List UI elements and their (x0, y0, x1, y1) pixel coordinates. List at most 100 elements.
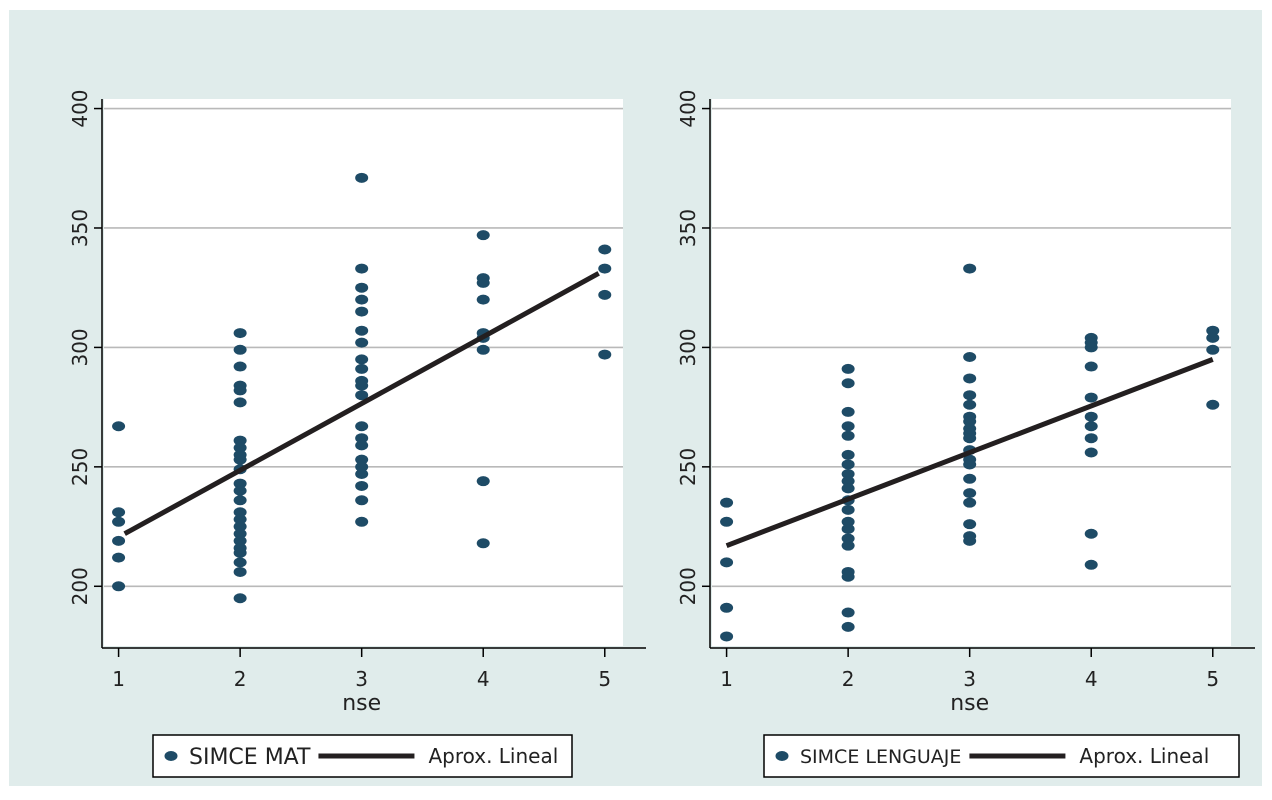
data-point (1206, 325, 1220, 336)
x-tick-label-2: 2 (842, 667, 855, 691)
data-point (841, 421, 855, 432)
data-point (476, 344, 490, 355)
data-point (841, 476, 855, 487)
data-point (233, 344, 247, 355)
data-point (112, 552, 126, 563)
data-point (355, 469, 369, 480)
data-point (355, 306, 369, 317)
fit-line (123, 271, 600, 536)
data-point (963, 488, 977, 499)
data-point (963, 497, 977, 508)
data-point (841, 621, 855, 632)
y-tick-label-400: 400 (676, 89, 700, 127)
data-point (476, 294, 490, 305)
data-point (1084, 342, 1098, 353)
y-tick-label-300: 300 (68, 328, 92, 366)
data-point (963, 416, 977, 427)
data-point (963, 473, 977, 484)
data-point (841, 363, 855, 374)
data-point (355, 337, 369, 348)
data-point (233, 442, 247, 453)
data-point (841, 504, 855, 515)
data-point (841, 607, 855, 618)
data-point (720, 557, 734, 568)
x-tick-label-3: 3 (355, 667, 368, 691)
data-point (963, 263, 977, 274)
y-tick-label-300: 300 (676, 328, 700, 366)
data-point (233, 547, 247, 558)
x-tick-label-5: 5 (1206, 667, 1219, 691)
data-point (963, 459, 977, 470)
legend-marker (775, 751, 789, 761)
data-point (1206, 399, 1220, 410)
x-tick-label-4: 4 (477, 667, 490, 691)
data-point (1084, 361, 1098, 372)
chart-panel-2: 200 250 300 350 400 1 2 3 4 5 nse SIMCE LENGUAJE Apr… (676, 89, 1255, 778)
data-point (355, 172, 369, 183)
data-point (233, 478, 247, 489)
data-point (598, 289, 612, 300)
data-point (598, 349, 612, 360)
x-axis-title: nse (342, 691, 381, 716)
data-point (233, 557, 247, 568)
data-point (112, 516, 126, 527)
data-point (355, 363, 369, 374)
data-point (355, 440, 369, 451)
legend-label-line: Aprox. Lineal (428, 744, 558, 768)
data-point (233, 521, 247, 532)
x-tick-label-4: 4 (1085, 667, 1098, 691)
data-point (1084, 528, 1098, 539)
data-point (233, 528, 247, 539)
data-point (963, 535, 977, 546)
legend-label-line: Aprox. Lineal (1079, 744, 1209, 768)
data-point (1084, 392, 1098, 403)
data-point (841, 483, 855, 494)
data-point (1084, 447, 1098, 458)
data-point (355, 354, 369, 365)
data-point (476, 277, 490, 288)
data-point (720, 497, 734, 508)
data-point (1084, 421, 1098, 432)
legend-label-scatter: SIMCE LENGUAJE (800, 746, 961, 768)
data-point (841, 540, 855, 551)
data-point (233, 514, 247, 525)
data-point (233, 485, 247, 496)
data-point (355, 454, 369, 465)
data-point (355, 516, 369, 527)
data-point (476, 538, 490, 549)
data-point (963, 399, 977, 410)
data-point (355, 263, 369, 274)
data-point (1206, 344, 1220, 355)
data-point (841, 571, 855, 582)
data-point (1084, 559, 1098, 570)
y-tick-label-250: 250 (68, 448, 92, 486)
data-point (355, 480, 369, 491)
data-point (841, 449, 855, 460)
x-tick-label-1: 1 (720, 667, 733, 691)
data-point (1206, 332, 1220, 343)
data-point (233, 328, 247, 339)
y-tick-label-250: 250 (676, 448, 700, 486)
y-tick-label-200: 200 (676, 567, 700, 605)
data-point (841, 533, 855, 544)
data-point (841, 516, 855, 527)
legend-marker (164, 751, 178, 761)
data-point (233, 495, 247, 506)
data-point (963, 373, 977, 384)
data-point (233, 385, 247, 396)
chart-panel-1: 200 250 300 350 400 1 2 3 4 5 nse SIMCE MAT Aprox. L… (68, 89, 646, 778)
data-point (233, 593, 247, 604)
data-point (355, 461, 369, 472)
data-point (112, 421, 126, 432)
y-tick-label-350: 350 (676, 209, 700, 247)
x-tick-label-1: 1 (112, 667, 125, 691)
x-tick-label-3: 3 (963, 667, 976, 691)
y-tick-label-400: 400 (68, 89, 92, 127)
plot-area (712, 99, 1231, 646)
data-point (841, 469, 855, 480)
data-point (355, 495, 369, 506)
data-point (355, 421, 369, 432)
fit-line (725, 357, 1214, 549)
x-tick-label-5: 5 (598, 667, 611, 691)
data-point (355, 390, 369, 401)
